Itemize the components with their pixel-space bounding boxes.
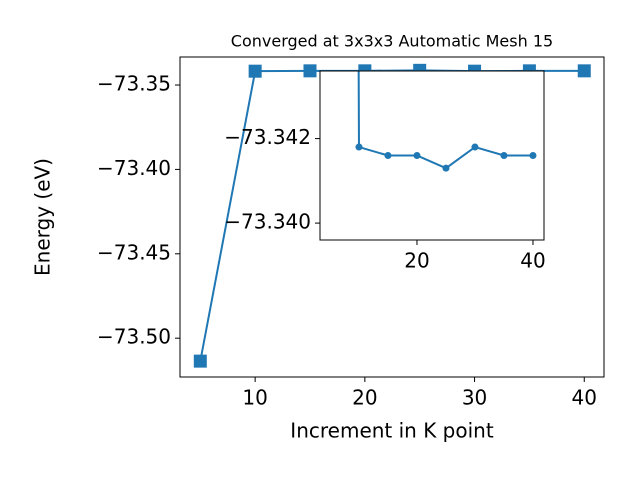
marker xyxy=(442,164,450,172)
plot-frame xyxy=(319,70,545,241)
x-tick-label: 40 xyxy=(572,386,597,410)
plot-frame xyxy=(179,56,605,378)
marker xyxy=(248,64,262,78)
x-tick-label: 10 xyxy=(242,386,267,410)
x-tick-label: 20 xyxy=(404,249,429,273)
marker xyxy=(577,64,591,78)
y-tick-label: −73.340 xyxy=(224,210,311,234)
y-tick-label: −73.40 xyxy=(97,156,171,180)
marker xyxy=(413,152,421,159)
plot-clip xyxy=(355,71,537,172)
marker xyxy=(471,143,479,151)
chart-title: Converged at 3x3x3 Automatic Mesh 15 xyxy=(231,32,553,51)
x-tick-label: 20 xyxy=(352,386,377,410)
marker xyxy=(384,152,392,159)
marker xyxy=(355,143,363,151)
y-tick-label: −73.50 xyxy=(97,325,171,349)
x-axis-label: Increment in K point xyxy=(290,419,494,443)
y-axis-label: Energy (eV) xyxy=(31,158,55,276)
y-tick-label: −73.342 xyxy=(224,125,311,149)
x-tick-label: 30 xyxy=(462,386,487,410)
y-tick-label: −73.45 xyxy=(97,240,171,264)
marker xyxy=(303,64,317,78)
series-line xyxy=(357,71,533,170)
marker xyxy=(529,152,537,159)
y-tick-label: −73.35 xyxy=(97,72,171,96)
x-tick-label: 40 xyxy=(520,249,545,273)
marker xyxy=(500,152,508,159)
marker xyxy=(193,354,207,368)
